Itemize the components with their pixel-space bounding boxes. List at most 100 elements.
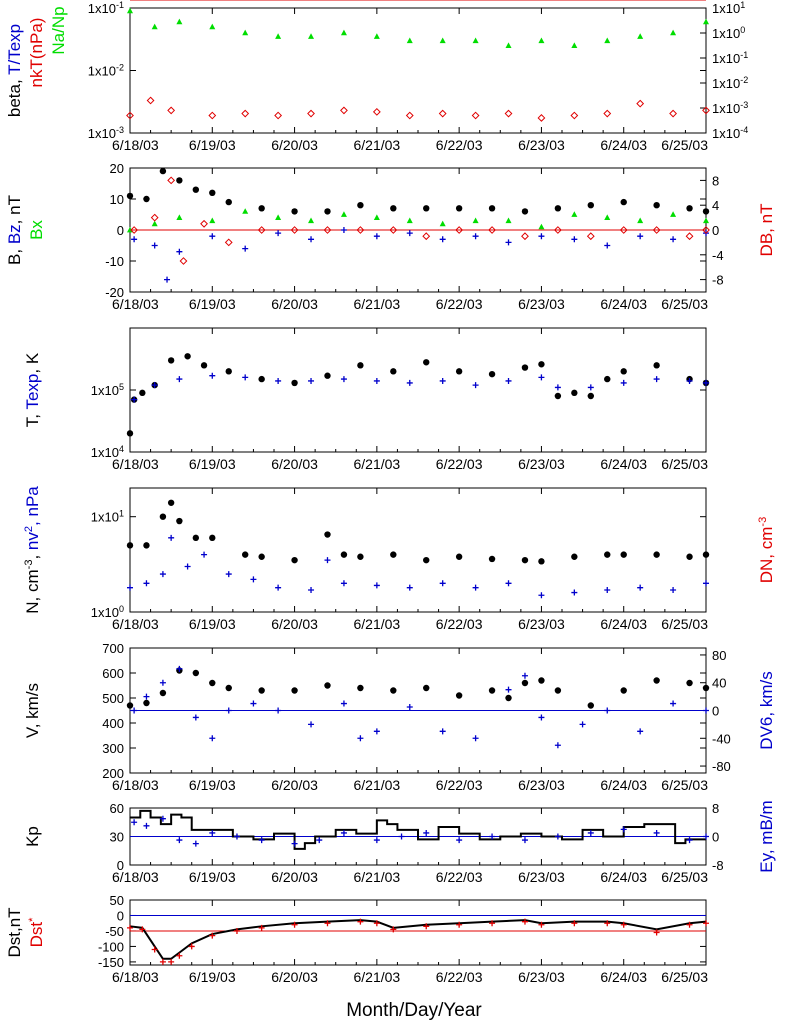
data-point [179,257,188,265]
y2-tick-label: -8 [712,0,724,3]
data-point [521,679,529,687]
y2-tick-label: 8 [712,0,719,3]
data-point [192,840,199,847]
y2-tick-label: 40 [712,676,726,691]
data-point [225,368,232,375]
panel-plasma-ratios: 6/18/03 6/19/03 6/20/03 6/21/03 6/22/03 6/23/… [88,0,748,153]
series-bx [127,208,709,233]
data-point [242,551,249,558]
data-point [636,99,645,108]
data-point [670,211,677,217]
data-point [703,580,709,587]
data-point [561,838,563,840]
data-point [603,109,612,118]
data-point [396,829,399,831]
y2-axis-title: DB, nT [757,204,776,257]
x-tick-label: 6/24/03 [600,777,647,793]
data-point [520,833,522,835]
data-point [653,551,660,558]
y-axis-title-part: , nPa [23,486,42,526]
x-tick-label: 6/22/03 [436,777,483,793]
data-point [438,109,447,118]
data-point [521,556,529,564]
data-point [192,669,200,677]
data-point [540,835,543,838]
data-point [308,217,315,224]
data-point [620,687,627,694]
data-point [308,236,315,243]
data-point [159,958,166,965]
data-point [554,833,561,840]
data-point [373,214,380,220]
y-axis-title: Dst,nT [5,907,24,957]
y2-tick-label: -8 [712,273,724,288]
y2-tick-label: -4 [712,248,724,263]
data-point [423,359,430,366]
data-point [703,920,709,927]
data-point [225,684,232,692]
data-point [637,728,644,735]
y-axis-title: Kp [23,826,42,847]
data-point [258,375,265,383]
y-tick-label: 1x105 [91,382,124,398]
x-tick-label: 6/21/03 [353,869,400,885]
data-point [291,556,298,564]
data-point [167,357,175,364]
y-axis-title-2: nkT(nPa) [27,18,46,88]
data-point [126,192,134,200]
data-point [357,202,364,209]
data-point [604,587,611,594]
data-point [143,542,150,549]
data-point [643,823,645,825]
panel-kp: 6/18/03 6/19/03 6/20/03 6/21/03 6/22/03 6/23/… [110,800,776,885]
series-texp [131,372,709,403]
data-point [521,232,529,241]
data-point [373,920,380,927]
data-point [308,721,315,728]
x-tick-label: 6/20/03 [271,869,318,885]
x-tick-label: 6/20/03 [271,456,318,472]
data-point [275,33,282,39]
y2-tick-exp: 1 [740,0,745,10]
data-point [619,226,628,234]
x-tick-label: 6/24/03 [600,296,647,312]
data-point [686,377,693,384]
data-point [192,186,200,193]
x-tick-label: 6/23/03 [518,456,565,472]
data-point [184,353,191,360]
x-tick-label: 6/22/03 [436,137,483,153]
data-point [176,837,183,844]
data-point [176,214,183,220]
y2-tick-label: -80 [712,759,731,774]
data-point [323,226,332,234]
data-point [423,684,430,692]
data-point [538,223,545,230]
y-tick-label: 20 [110,161,124,176]
data-point [258,924,265,931]
y-tick-label: 1x10-1 [88,0,124,16]
data-point [143,580,150,587]
data-point [488,555,496,563]
x-tick-label: 6/22/03 [436,969,483,985]
y-tick-base: 1x10 [91,605,119,620]
data-point [167,176,176,185]
y-axis-title-part: B, [5,244,24,265]
data-point [373,377,380,384]
data-point [620,198,627,206]
series-nktnpa [126,96,710,122]
data-point [703,18,709,25]
data-point [521,364,529,371]
data-point [129,816,131,819]
data-point [164,276,171,283]
data-point [456,921,463,928]
y-axis-title-part: T, [23,410,42,428]
data-point [316,837,323,844]
data-point [209,372,216,379]
data-point [604,214,611,220]
data-point [439,236,446,243]
data-point [257,226,266,234]
x-tick-label: 6/18/03 [112,456,159,472]
y-tick-label: 600 [102,666,124,681]
data-point [637,584,644,591]
data-point [180,816,183,819]
